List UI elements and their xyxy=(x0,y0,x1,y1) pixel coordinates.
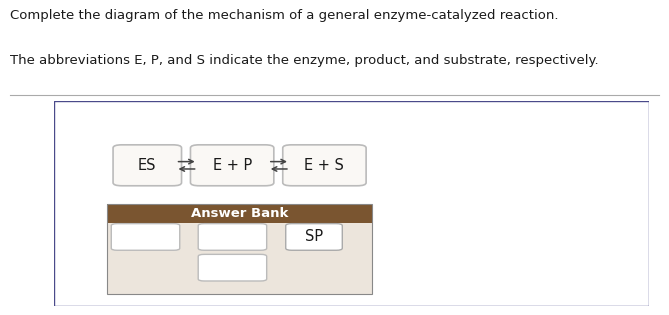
Text: SP: SP xyxy=(305,229,323,244)
Bar xyxy=(107,223,372,294)
FancyBboxPatch shape xyxy=(113,145,181,186)
FancyBboxPatch shape xyxy=(283,145,366,186)
Text: ES: ES xyxy=(138,158,157,173)
Bar xyxy=(107,204,372,294)
Text: Answer Bank: Answer Bank xyxy=(191,207,288,220)
FancyBboxPatch shape xyxy=(111,224,180,250)
FancyBboxPatch shape xyxy=(198,255,267,281)
Text: E + P: E + P xyxy=(213,158,252,173)
Bar xyxy=(107,204,372,223)
FancyBboxPatch shape xyxy=(191,145,274,186)
Text: The abbreviations E, P, and S indicate the enzyme, product, and substrate, respe: The abbreviations E, P, and S indicate t… xyxy=(10,54,599,66)
Text: E + S: E + S xyxy=(304,158,345,173)
FancyBboxPatch shape xyxy=(54,101,649,306)
FancyBboxPatch shape xyxy=(198,224,267,250)
Text: Complete the diagram of the mechanism of a general enzyme-catalyzed reaction.: Complete the diagram of the mechanism of… xyxy=(10,9,559,22)
FancyBboxPatch shape xyxy=(286,224,343,250)
